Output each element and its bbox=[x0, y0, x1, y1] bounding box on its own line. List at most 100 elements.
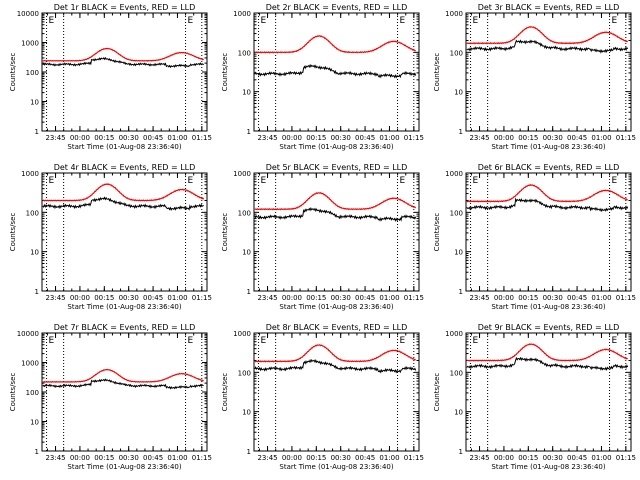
event-marker: E bbox=[188, 176, 194, 186]
y-axis-label: Counts/sec bbox=[433, 53, 441, 92]
lld-series-line bbox=[254, 191, 417, 211]
panel-title: Det 7r BLACK = Events, RED = LLD bbox=[54, 323, 196, 332]
x-axis-label: Start Time (01-Aug-08 23:36:40) bbox=[67, 463, 181, 471]
x-tick-label: 00:00 bbox=[70, 454, 90, 462]
x-axis-label: Start Time (01-Aug-08 23:36:40) bbox=[491, 303, 605, 311]
y-tick-label: 1 bbox=[35, 448, 39, 456]
x-tick-label: 01:15 bbox=[192, 294, 212, 302]
event-marker: E bbox=[261, 176, 267, 186]
x-tick-label: 00:30 bbox=[543, 294, 563, 302]
y-tick-label: 100 bbox=[450, 369, 463, 377]
x-tick-label: 00:45 bbox=[143, 454, 163, 462]
event-marker: E bbox=[49, 16, 55, 26]
x-tick-label: 01:00 bbox=[591, 294, 611, 302]
x-tick-label: 00:15 bbox=[306, 134, 326, 142]
x-tick-label: 01:15 bbox=[192, 134, 212, 142]
panel-title: Det 9r BLACK = Events, RED = LLD bbox=[478, 323, 620, 332]
plot-frame bbox=[465, 332, 632, 452]
x-tick-label: 00:45 bbox=[355, 294, 375, 302]
x-tick-label: 00:00 bbox=[494, 454, 514, 462]
x-axis-label: Start Time (01-Aug-08 23:36:40) bbox=[279, 463, 393, 471]
event-marker: E bbox=[612, 16, 618, 26]
x-tick-label: 00:45 bbox=[567, 454, 587, 462]
x-tick-label: 00:00 bbox=[70, 294, 90, 302]
x-tick-label: 00:45 bbox=[355, 134, 375, 142]
y-tick-label: 10 bbox=[242, 249, 251, 257]
y-tick-label: 1000 bbox=[233, 330, 251, 338]
detector-panel-1: Det 1r BLACK = Events, RED = LLD Counts/s… bbox=[9, 3, 212, 151]
x-tick-label: 00:30 bbox=[331, 294, 351, 302]
x-tick-label: 00:45 bbox=[143, 294, 163, 302]
x-tick-label: 01:15 bbox=[192, 454, 212, 462]
x-tick-label: 00:00 bbox=[70, 134, 90, 142]
x-tick-label: 01:15 bbox=[616, 454, 636, 462]
y-axis-label: Counts/sec bbox=[221, 373, 229, 412]
event-marker: E bbox=[188, 336, 194, 346]
lld-series-line bbox=[254, 35, 416, 54]
x-tick-label: 01:00 bbox=[379, 454, 399, 462]
y-axis-label: Counts/sec bbox=[433, 213, 441, 252]
lld-series-line bbox=[42, 183, 205, 202]
x-tick-label: 23:45 bbox=[45, 134, 65, 142]
x-tick-label: 01:00 bbox=[167, 454, 187, 462]
y-tick-label: 10 bbox=[454, 89, 463, 97]
y-tick-label: 1 bbox=[247, 128, 251, 136]
event-marker: E bbox=[49, 176, 55, 186]
x-tick-label: 01:00 bbox=[379, 134, 399, 142]
x-tick-label: 00:15 bbox=[518, 294, 538, 302]
x-tick-label: 00:00 bbox=[282, 134, 302, 142]
panel-title: Det 5r BLACK = Events, RED = LLD bbox=[266, 163, 408, 172]
plot-frame bbox=[253, 332, 420, 452]
x-tick-label: 00:15 bbox=[94, 294, 114, 302]
plot-frame bbox=[465, 12, 632, 132]
x-tick-label: 00:15 bbox=[518, 454, 538, 462]
panel-title: Det 8r BLACK = Events, RED = LLD bbox=[266, 323, 408, 332]
event-marker: E bbox=[188, 16, 194, 26]
y-tick-label: 10 bbox=[30, 99, 39, 107]
x-tick-label: 01:15 bbox=[616, 134, 636, 142]
y-tick-label: 10 bbox=[242, 89, 251, 97]
event-marker: E bbox=[400, 176, 406, 186]
x-tick-label: 00:00 bbox=[494, 294, 514, 302]
x-tick-label: 00:15 bbox=[94, 134, 114, 142]
y-tick-label: 1000 bbox=[445, 170, 463, 178]
lld-series-line bbox=[466, 25, 628, 45]
y-axis-label: Counts/sec bbox=[221, 53, 229, 92]
events-series-line bbox=[42, 196, 204, 211]
x-tick-label: 00:15 bbox=[306, 454, 326, 462]
x-tick-label: 23:45 bbox=[469, 134, 489, 142]
lld-series-line bbox=[466, 343, 628, 362]
events-series-line bbox=[466, 39, 629, 54]
panel-title: Det 6r BLACK = Events, RED = LLD bbox=[478, 163, 620, 172]
event-marker: E bbox=[473, 176, 479, 186]
y-tick-label: 1 bbox=[459, 128, 463, 136]
y-tick-label: 1 bbox=[459, 288, 463, 296]
y-tick-label: 100 bbox=[26, 389, 39, 397]
lld-series-line bbox=[254, 344, 416, 363]
y-tick-label: 100 bbox=[26, 69, 39, 77]
x-tick-label: 23:45 bbox=[45, 294, 65, 302]
x-tick-label: 00:30 bbox=[331, 134, 351, 142]
event-marker: E bbox=[261, 336, 267, 346]
y-tick-label: 10 bbox=[454, 249, 463, 257]
detector-panel-4: Det 4r BLACK = Events, RED = LLD Counts/s… bbox=[9, 163, 212, 311]
events-series-line bbox=[254, 358, 417, 374]
x-tick-label: 01:00 bbox=[591, 134, 611, 142]
detector-panel-6: Det 6r BLACK = Events, RED = LLD Counts/s… bbox=[433, 163, 636, 311]
x-tick-label: 01:15 bbox=[404, 454, 424, 462]
y-tick-label: 1000 bbox=[21, 40, 39, 48]
y-tick-label: 10000 bbox=[17, 330, 39, 338]
event-marker: E bbox=[261, 16, 267, 26]
x-tick-label: 01:00 bbox=[591, 454, 611, 462]
y-tick-label: 1 bbox=[247, 288, 251, 296]
x-tick-label: 23:45 bbox=[469, 454, 489, 462]
y-tick-label: 1 bbox=[35, 128, 39, 136]
panel-title: Det 4r BLACK = Events, RED = LLD bbox=[54, 163, 196, 172]
event-marker: E bbox=[612, 336, 618, 346]
y-tick-label: 100 bbox=[26, 209, 39, 217]
x-tick-label: 00:00 bbox=[282, 294, 302, 302]
panel-title: Det 3r BLACK = Events, RED = LLD bbox=[478, 3, 620, 12]
y-tick-label: 100 bbox=[450, 49, 463, 57]
y-tick-label: 100 bbox=[450, 209, 463, 217]
x-tick-label: 01:15 bbox=[616, 294, 636, 302]
